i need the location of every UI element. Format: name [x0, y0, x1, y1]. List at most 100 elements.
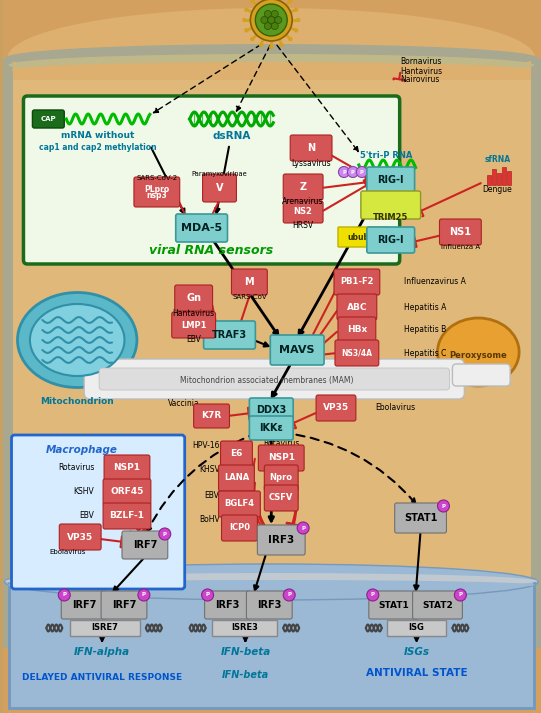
FancyBboxPatch shape — [337, 294, 377, 320]
Text: STAT2: STAT2 — [422, 600, 453, 610]
Text: P: P — [62, 593, 66, 597]
Circle shape — [265, 11, 271, 17]
Text: E6: E6 — [230, 449, 242, 458]
Text: Macrophage: Macrophage — [46, 445, 118, 455]
FancyBboxPatch shape — [265, 465, 298, 491]
Text: P: P — [163, 531, 167, 536]
Circle shape — [242, 18, 247, 22]
FancyBboxPatch shape — [122, 531, 168, 559]
FancyBboxPatch shape — [61, 591, 107, 619]
Text: viral RNA sensors: viral RNA sensors — [149, 244, 274, 257]
Text: nsp3: nsp3 — [147, 191, 167, 200]
Text: RIG-I: RIG-I — [378, 235, 404, 245]
Circle shape — [275, 16, 282, 24]
FancyBboxPatch shape — [204, 591, 250, 619]
Text: Paramyxovirinae: Paramyxovirinae — [192, 171, 247, 177]
FancyBboxPatch shape — [32, 110, 64, 128]
Text: SARS-CoV-2: SARS-CoV-2 — [136, 175, 177, 181]
Text: P: P — [301, 525, 305, 530]
FancyBboxPatch shape — [232, 269, 267, 295]
FancyBboxPatch shape — [249, 416, 293, 440]
Text: P: P — [360, 170, 364, 175]
FancyBboxPatch shape — [334, 269, 380, 295]
Circle shape — [297, 522, 309, 534]
Circle shape — [294, 28, 298, 33]
Text: ANTIVIRAL STATE: ANTIVIRAL STATE — [366, 668, 467, 678]
Text: IFN-alpha: IFN-alpha — [74, 647, 130, 657]
Text: M: M — [245, 277, 254, 287]
Text: Rotavirus: Rotavirus — [263, 438, 299, 448]
Circle shape — [279, 43, 284, 47]
Text: V: V — [216, 183, 223, 193]
Bar — [70, 620, 140, 636]
Text: IRF3: IRF3 — [257, 600, 281, 610]
Text: IRF3: IRF3 — [215, 600, 240, 610]
Text: NSP1: NSP1 — [114, 463, 141, 473]
FancyBboxPatch shape — [175, 285, 213, 311]
FancyBboxPatch shape — [103, 479, 151, 505]
FancyBboxPatch shape — [335, 340, 379, 366]
FancyBboxPatch shape — [265, 485, 298, 511]
Circle shape — [255, 4, 287, 36]
Bar — [492, 169, 496, 185]
Text: Bornavirus: Bornavirus — [401, 58, 442, 66]
Text: PLpro: PLpro — [144, 185, 169, 193]
Text: Mitochondrion: Mitochondrion — [41, 398, 114, 406]
FancyBboxPatch shape — [452, 364, 510, 386]
Text: BGLF4: BGLF4 — [225, 500, 254, 508]
Bar — [387, 620, 446, 636]
Circle shape — [265, 23, 271, 29]
Text: ISRE3: ISRE3 — [231, 623, 258, 632]
FancyBboxPatch shape — [194, 404, 229, 428]
Text: K7R: K7R — [201, 411, 222, 421]
FancyBboxPatch shape — [283, 174, 323, 200]
Circle shape — [454, 589, 466, 601]
Text: P: P — [142, 593, 146, 597]
Text: ORF45: ORF45 — [110, 488, 144, 496]
Text: RIG-I: RIG-I — [378, 175, 404, 185]
Circle shape — [296, 18, 300, 22]
FancyBboxPatch shape — [439, 219, 481, 245]
Text: Lyssavirus: Lyssavirus — [291, 158, 331, 168]
FancyBboxPatch shape — [134, 177, 180, 207]
FancyBboxPatch shape — [176, 214, 228, 242]
Bar — [502, 167, 506, 185]
Bar — [497, 173, 501, 185]
Text: IFN-beta: IFN-beta — [222, 670, 269, 680]
Ellipse shape — [438, 318, 519, 386]
Circle shape — [202, 589, 214, 601]
Text: IRF7: IRF7 — [72, 600, 96, 610]
Circle shape — [283, 589, 295, 601]
Circle shape — [271, 11, 278, 17]
FancyBboxPatch shape — [369, 591, 419, 619]
FancyBboxPatch shape — [338, 227, 390, 247]
Text: mRNA without: mRNA without — [62, 131, 135, 140]
Ellipse shape — [4, 564, 538, 600]
Text: P: P — [351, 170, 355, 175]
Bar — [8, 582, 10, 710]
Text: BoHV: BoHV — [199, 515, 220, 525]
Circle shape — [250, 37, 254, 41]
Text: TRIM25: TRIM25 — [373, 212, 408, 222]
Text: Hantavirus: Hantavirus — [173, 309, 215, 317]
Text: Influenza A: Influenza A — [441, 244, 480, 250]
FancyBboxPatch shape — [367, 227, 414, 253]
Text: P: P — [206, 593, 209, 597]
Text: EBV: EBV — [79, 511, 94, 520]
FancyBboxPatch shape — [221, 515, 258, 541]
Text: EBV: EBV — [204, 491, 220, 501]
Circle shape — [288, 37, 293, 41]
Text: ISGs: ISGs — [404, 647, 430, 657]
Text: P: P — [371, 593, 375, 597]
Text: Npro: Npro — [270, 473, 293, 483]
Text: P: P — [458, 593, 463, 597]
FancyBboxPatch shape — [203, 174, 236, 202]
FancyBboxPatch shape — [270, 335, 324, 365]
Text: Arenavirus: Arenavirus — [282, 198, 324, 207]
Bar — [531, 58, 541, 648]
Ellipse shape — [5, 573, 538, 589]
Text: sfRNA: sfRNA — [484, 155, 510, 165]
Text: MDA-5: MDA-5 — [181, 223, 222, 233]
FancyBboxPatch shape — [11, 435, 184, 589]
Text: IRF3: IRF3 — [268, 535, 294, 545]
